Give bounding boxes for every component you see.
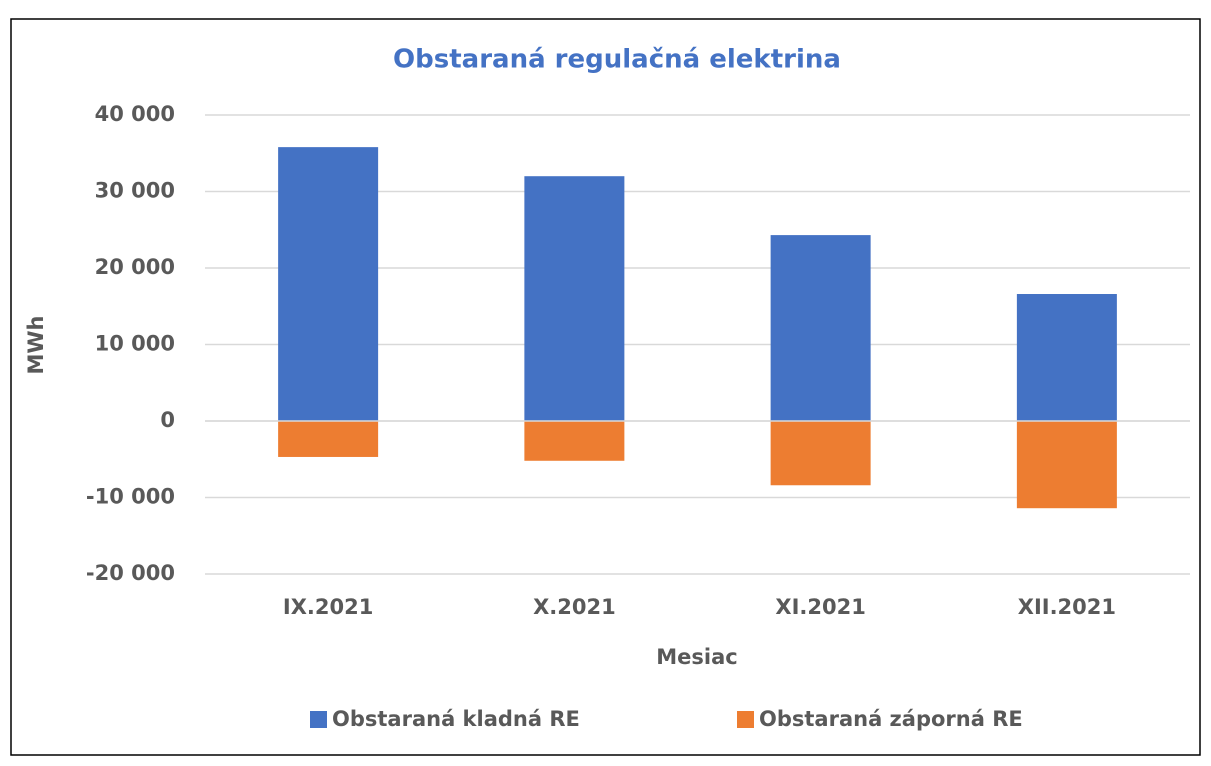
y-tick-label: 40 000: [95, 102, 175, 126]
x-tick-label: IX.2021: [283, 595, 373, 619]
bar: [278, 147, 379, 421]
bar: [1016, 294, 1117, 421]
bar: [524, 176, 625, 421]
legend-swatch: [737, 711, 754, 728]
x-tick-label: XI.2021: [775, 595, 865, 619]
bar: [278, 421, 379, 457]
bar: [524, 421, 625, 461]
bar: [770, 421, 871, 486]
y-tick-label: 0: [160, 408, 175, 432]
legend-swatch: [310, 711, 327, 728]
legend-label: Obstaraná kladná RE: [332, 707, 580, 731]
y-axis-label: MWh: [24, 315, 48, 374]
legend-label: Obstaraná záporná RE: [759, 707, 1023, 731]
bar: [770, 235, 871, 421]
y-tick-label: -10 000: [86, 485, 175, 509]
chart-title: Obstaraná regulačná elektrina: [393, 45, 841, 75]
x-axis-label: Mesiac: [656, 645, 737, 669]
x-tick-label: X.2021: [533, 595, 616, 619]
x-tick-label: XII.2021: [1018, 595, 1116, 619]
y-tick-label: -20 000: [86, 561, 175, 585]
y-tick-label: 30 000: [95, 179, 175, 203]
bar: [1016, 421, 1117, 509]
y-tick-label: 10 000: [95, 332, 175, 356]
y-tick-label: 20 000: [95, 255, 175, 279]
